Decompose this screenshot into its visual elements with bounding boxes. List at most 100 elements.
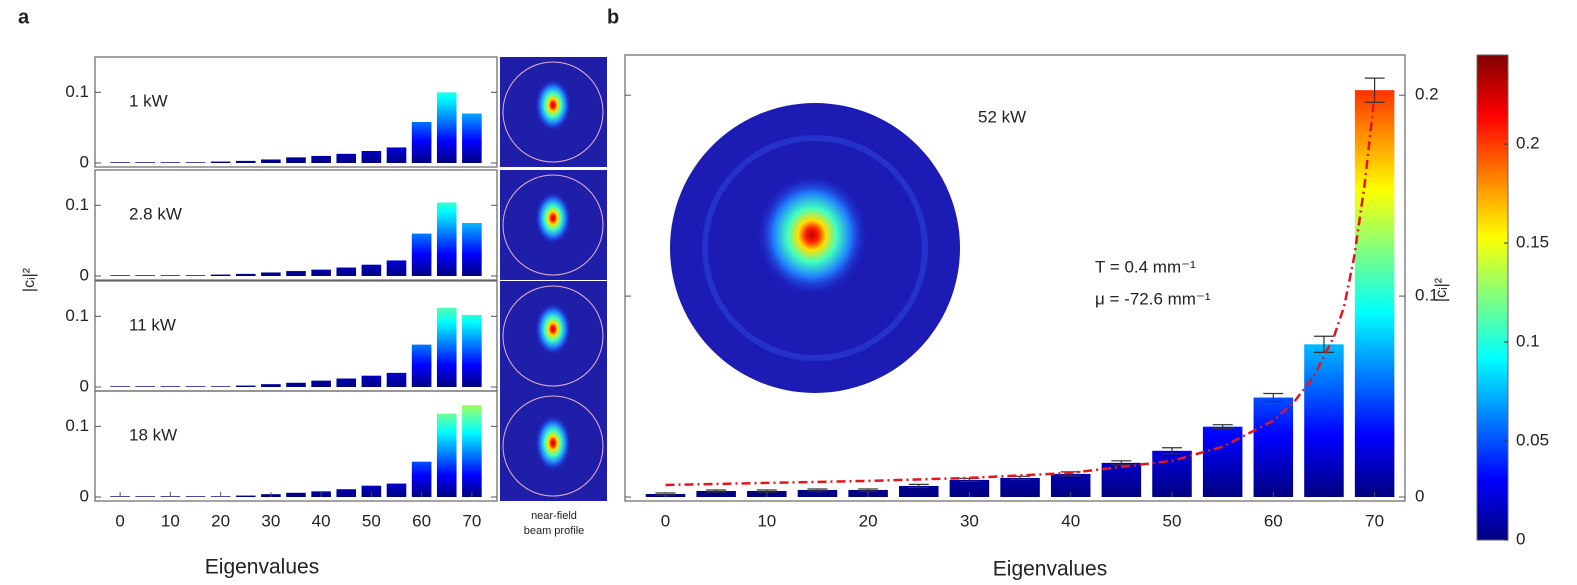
bar xyxy=(236,496,256,497)
y-tick-label: 0.1 xyxy=(65,195,89,214)
bar xyxy=(1304,344,1344,497)
colorbar-tick-label: 0 xyxy=(1516,529,1525,548)
bar xyxy=(412,345,432,387)
bar xyxy=(412,234,432,276)
bar xyxy=(186,496,206,497)
bar xyxy=(286,493,306,497)
x-tick-label: 0 xyxy=(115,511,124,530)
caption: beam profile xyxy=(524,525,585,537)
bar xyxy=(161,386,181,387)
bar xyxy=(311,156,331,163)
panel-label: a xyxy=(18,6,30,28)
bar xyxy=(336,379,356,387)
x-tick-label: 20 xyxy=(211,511,230,530)
bar xyxy=(110,275,130,276)
bar xyxy=(462,405,482,497)
y-tick-label: 0 xyxy=(80,486,89,505)
bar xyxy=(261,159,281,163)
x-tick-label: 50 xyxy=(1163,511,1182,530)
bar xyxy=(186,386,206,387)
axes-frame xyxy=(95,391,497,501)
annotation: μ = -72.6 mm⁻¹ xyxy=(1095,289,1211,308)
x-tick-label: 40 xyxy=(312,511,331,530)
figure: a b |cᵢ|² |cᵢ|² Eigenvalues Eigenvalues … xyxy=(0,0,1577,585)
bar xyxy=(135,275,155,276)
bar xyxy=(437,414,457,497)
bar xyxy=(161,162,181,163)
bar xyxy=(387,147,407,163)
bar xyxy=(1000,478,1040,497)
axes-frame xyxy=(95,281,497,391)
colorbar-tick-label: 0.15 xyxy=(1516,233,1549,252)
bar xyxy=(211,386,231,387)
chart-label: 11 kW xyxy=(129,315,176,334)
bar xyxy=(236,274,256,276)
bar xyxy=(462,315,482,387)
bar xyxy=(462,223,482,276)
bar xyxy=(161,275,181,276)
bar xyxy=(362,151,382,163)
bar xyxy=(135,496,155,497)
y-tick-label: 0.2 xyxy=(1415,85,1439,104)
bar xyxy=(387,373,407,387)
bar xyxy=(135,386,155,387)
bar xyxy=(1355,90,1395,497)
panel-label: b xyxy=(607,6,619,28)
x-tick-label: 70 xyxy=(462,511,481,530)
bar xyxy=(135,162,155,163)
x-tick-label: 10 xyxy=(757,511,776,530)
x-tick-label: 50 xyxy=(362,511,381,530)
bar xyxy=(110,386,130,387)
y-axis-label: |cᵢ|² xyxy=(21,267,38,292)
bar xyxy=(412,462,432,497)
colorbar xyxy=(1477,55,1508,540)
x-tick-label: 0 xyxy=(661,511,670,530)
bar xyxy=(362,265,382,276)
x-tick-label: 30 xyxy=(960,511,979,530)
bar xyxy=(362,376,382,387)
caption: near-field xyxy=(531,510,577,522)
bar xyxy=(261,384,281,387)
x-tick-label: 60 xyxy=(1264,511,1283,530)
chart-label: 2.8 kW xyxy=(129,204,182,223)
bar xyxy=(437,308,457,387)
axes-frame xyxy=(95,57,497,167)
chart-label: 18 kW xyxy=(129,425,177,444)
x-tick-label: 10 xyxy=(161,511,180,530)
x-tick-label: 70 xyxy=(1365,511,1384,530)
bar xyxy=(336,268,356,276)
bar xyxy=(236,161,256,163)
bar xyxy=(387,260,407,276)
bar xyxy=(236,386,256,387)
bar xyxy=(437,92,457,163)
bar xyxy=(336,154,356,163)
x-tick-label: 30 xyxy=(261,511,280,530)
x-tick-label: 20 xyxy=(859,511,878,530)
y-tick-label: 0.1 xyxy=(1415,286,1439,305)
chart-label: 52 kW xyxy=(978,107,1026,126)
bar xyxy=(110,162,130,163)
y-tick-label: 0.1 xyxy=(65,416,89,435)
bar xyxy=(1203,427,1243,497)
bar xyxy=(186,162,206,163)
y-tick-label: 0 xyxy=(80,152,89,171)
bar xyxy=(286,383,306,387)
x-tick-label: 60 xyxy=(412,511,431,530)
bar xyxy=(286,157,306,163)
bar xyxy=(437,203,457,276)
bar xyxy=(286,271,306,276)
beam-profiles xyxy=(500,57,960,501)
x-axis-label: Eigenvalues xyxy=(993,558,1107,581)
colorbar-tick-label: 0.1 xyxy=(1516,332,1540,351)
y-tick-label: 0 xyxy=(1415,486,1424,505)
y-tick-label: 0.1 xyxy=(65,306,89,325)
bar xyxy=(412,122,432,163)
bar xyxy=(211,162,231,163)
bar xyxy=(387,484,407,497)
x-tick-label: 40 xyxy=(1061,511,1080,530)
colorbar-tick-label: 0.2 xyxy=(1516,134,1540,153)
x-axis-label: Eigenvalues xyxy=(205,556,319,579)
bar xyxy=(1254,398,1294,497)
bar xyxy=(311,381,331,387)
axes-frame xyxy=(95,170,497,280)
